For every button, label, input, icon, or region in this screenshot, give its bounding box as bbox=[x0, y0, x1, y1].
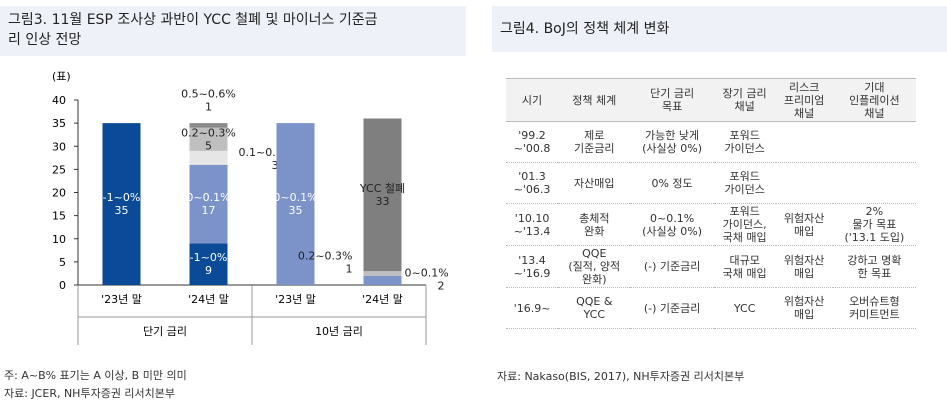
header-cell: 기대 인플레이션 채널 bbox=[832, 78, 916, 122]
table-row: '99.2 ~'00.8 제로 기준금리 가능한 낮게 (사실상 0%) 포워드 가이… bbox=[506, 121, 916, 163]
table-cell: '10.10 ~'13.4 bbox=[506, 203, 559, 246]
left-title: 그림3. 11월 ESP 조사상 과반이 YCC 철폐 및 마이너스 기준금 리… bbox=[0, 6, 466, 56]
group-label: 단기 금리 bbox=[143, 325, 187, 338]
segment-label: 0.5~0.6% bbox=[181, 87, 236, 100]
table-cell bbox=[832, 162, 916, 204]
group-label: 10년 금리 bbox=[315, 325, 363, 338]
table-cell: (-) 기준금리 bbox=[630, 287, 714, 329]
value-label: 1 bbox=[346, 262, 353, 275]
y-tick-label: 20 bbox=[52, 187, 66, 200]
table-cell: 대규모 국채 매입 bbox=[713, 245, 776, 288]
right-title: 그림4. BoJ의 정책 체계 변화 bbox=[492, 6, 947, 52]
bar-segment bbox=[189, 164, 228, 244]
table-cell: '99.2 ~'00.8 bbox=[506, 121, 559, 163]
value-label: 1 bbox=[205, 100, 212, 113]
table-row: '10.10 ~'13.4 총체적 완화 0~0.1% (사실상 0%) 포워드 가이… bbox=[506, 203, 916, 246]
x-tick-label: '24년 말 bbox=[188, 293, 229, 306]
value-label: 9 bbox=[205, 264, 212, 277]
bar-segment bbox=[189, 123, 228, 128]
bar-segment bbox=[276, 123, 315, 285]
segment-label: -1~0% bbox=[190, 251, 228, 264]
segment-label: 0~0.1% bbox=[405, 266, 449, 279]
table-cell: 총체적 완화 bbox=[558, 203, 631, 246]
segment-label: 0~0.1% bbox=[273, 191, 317, 204]
segment-label: YCC 철폐 bbox=[359, 182, 405, 195]
source: 자료: Nakaso(BIS, 2017), NH투자증권 리서치본부 bbox=[497, 370, 745, 383]
table-cell: '13.4 ~'16.9 bbox=[506, 245, 559, 288]
table-cell: 자산매입 bbox=[558, 162, 631, 204]
y-tick-label: 35 bbox=[52, 117, 66, 130]
table-row: '01.3 ~'06.3 자산매입 0% 정도 포워드 가이던스 bbox=[506, 162, 916, 204]
segment-label: 0.2~0.3% bbox=[181, 126, 236, 139]
x-tick-label: '23년 말 bbox=[275, 293, 316, 306]
segment-label: 0.2~0.3% bbox=[298, 249, 353, 262]
segment-label: 0~0.1% bbox=[186, 191, 230, 204]
table-cell: 위험자산 매입 bbox=[775, 203, 833, 246]
table-row: '16.9~ QQE & YCC (-) 기준금리 YCC 위험자산 매입 오버슈트형 커… bbox=[506, 287, 916, 329]
bar-segment bbox=[189, 127, 228, 151]
x-tick-label: '23년 말 bbox=[101, 293, 142, 306]
table-cell: 강하고 명확 한 목표 bbox=[832, 245, 916, 288]
y-tick-label: 30 bbox=[52, 140, 66, 153]
table-cell: 오버슈트형 커미트먼트 bbox=[832, 287, 916, 329]
bar-segment bbox=[363, 271, 402, 276]
value-label: 35 bbox=[289, 204, 303, 217]
table-cell bbox=[775, 121, 833, 163]
y-tick-label: 40 bbox=[52, 94, 66, 107]
table-cell: 포워드 가이던스 bbox=[713, 121, 776, 163]
table-cell: '01.3 ~'06.3 bbox=[506, 162, 559, 204]
table-cell: 제로 기준금리 bbox=[558, 121, 631, 163]
table-cell: QQE & YCC bbox=[558, 287, 631, 329]
table-cell: 가능한 낮게 (사실상 0%) bbox=[630, 121, 714, 163]
value-label: 3 bbox=[272, 159, 279, 172]
header-cell: 단기 금리 목표 bbox=[630, 78, 714, 122]
header-cell: 시기 bbox=[506, 78, 559, 122]
y-tick-label: 0 bbox=[59, 279, 66, 292]
segment-label: -1~0% bbox=[103, 191, 141, 204]
table-cell: '16.9~ bbox=[506, 287, 559, 329]
bar-segment bbox=[363, 118, 402, 272]
table-cell: 0~0.1% (사실상 0%) bbox=[630, 203, 714, 246]
y-tick-label: 15 bbox=[52, 210, 66, 223]
header-cell: 리스크 프리미엄 채널 bbox=[775, 78, 833, 122]
header-cell: 장기 금리 채널 bbox=[713, 78, 776, 122]
y-axis-label: (표) bbox=[52, 70, 71, 83]
table-cell: 위험자산 매입 bbox=[775, 287, 833, 329]
table-cell: 2% 물가 목표 ('13.1 도입) bbox=[832, 203, 916, 246]
note: 자료: JCER, NH투자증권 리서치본부 bbox=[4, 387, 176, 400]
bar-segment bbox=[363, 275, 402, 285]
table-cell: 포워드 가이던스 bbox=[713, 162, 776, 204]
value-label: 33 bbox=[376, 195, 390, 208]
table-cell: 포워드 가이던스, 국채 매입 bbox=[713, 203, 776, 246]
value-label: 5 bbox=[205, 139, 212, 152]
bar-segment bbox=[102, 123, 141, 285]
y-tick-label: 10 bbox=[52, 233, 66, 246]
value-label: 2 bbox=[438, 279, 445, 292]
header-cell: 정책 체계 bbox=[558, 78, 631, 122]
table-cell: 위험자산 매입 bbox=[775, 245, 833, 288]
table-cell: QQE (질적, 양적 완화) bbox=[558, 245, 631, 288]
header-row: 시기 정책 체계 단기 금리 목표 장기 금리 채널 리스크 프리미엄 채널 기대 인플레… bbox=[506, 78, 916, 122]
y-tick-label: 25 bbox=[52, 163, 66, 176]
value-label: 35 bbox=[115, 204, 129, 217]
table-cell: YCC bbox=[713, 287, 776, 329]
table-cell: 0% 정도 bbox=[630, 162, 714, 204]
table-cell bbox=[775, 162, 833, 204]
policy-table: 시기 정책 체계 단기 금리 목표 장기 금리 채널 리스크 프리미엄 채널 기대 인플레… bbox=[506, 78, 916, 329]
y-tick-label: 5 bbox=[59, 256, 66, 269]
note: 주: A~B% 표기는 A 이상, B 미만 의미 bbox=[4, 369, 187, 382]
x-tick-label: '24년 말 bbox=[362, 293, 403, 306]
bar-segment bbox=[189, 243, 228, 285]
table-row: '13.4 ~'16.9 QQE (질적, 양적 완화) (-) 기준금리 대규모 국… bbox=[506, 245, 916, 288]
value-label: 17 bbox=[202, 204, 216, 217]
table-cell: (-) 기준금리 bbox=[630, 245, 714, 288]
bar-segment bbox=[189, 150, 228, 165]
table-cell bbox=[832, 121, 916, 163]
